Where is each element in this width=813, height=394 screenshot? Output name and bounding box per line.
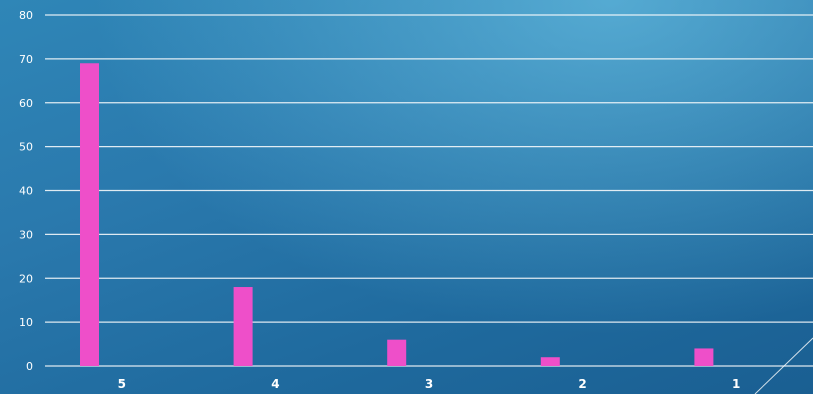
y-tick-label: 80	[19, 9, 33, 22]
x-tick-label: 1	[732, 377, 740, 391]
corner-accent-line	[754, 337, 813, 394]
x-tick-label: 4	[271, 377, 279, 391]
y-tick-label: 70	[19, 53, 33, 66]
y-tick-label: 60	[19, 97, 33, 110]
y-tick-label: 50	[19, 141, 33, 154]
bar	[80, 63, 99, 366]
x-tick-label: 5	[118, 377, 126, 391]
x-tick-label: 3	[425, 377, 433, 391]
bars	[80, 63, 714, 366]
y-axis-ticks: 0 10 20 30 40 50 60 70 80	[19, 9, 33, 373]
x-tick-label: 2	[578, 377, 586, 391]
gridlines	[45, 14, 813, 367]
y-tick-label: 40	[19, 185, 33, 198]
x-axis-ticks: 5 4 3 2 1	[118, 377, 741, 391]
bar	[233, 287, 253, 366]
bar	[694, 348, 714, 366]
bar	[387, 339, 407, 366]
y-tick-label: 20	[19, 272, 33, 285]
y-tick-label: 0	[26, 360, 33, 373]
y-tick-label: 30	[19, 228, 33, 241]
y-tick-label: 10	[19, 316, 33, 329]
bar	[540, 357, 560, 366]
